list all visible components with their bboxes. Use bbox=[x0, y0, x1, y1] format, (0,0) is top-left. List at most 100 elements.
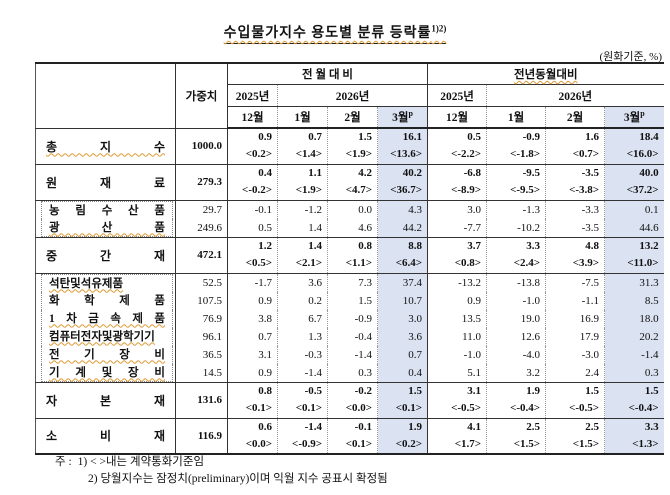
bracket-value: <0.7> bbox=[572, 148, 600, 161]
value-cell: -13.2 bbox=[427, 272, 487, 292]
value-cell: 3.2 bbox=[486, 363, 546, 382]
value-cell: 2.5 <1.5> bbox=[545, 417, 605, 454]
value-cell: 1.5 bbox=[327, 291, 378, 310]
value: 1.5 bbox=[408, 385, 423, 397]
value-cell: 37.4 bbox=[376, 272, 428, 292]
value-cell: 0.7 bbox=[376, 345, 428, 364]
value: 0.4 bbox=[258, 167, 272, 179]
subrow-label: 광 산 품 bbox=[41, 218, 173, 237]
subrow-label: 기 계 및 장 비 bbox=[41, 363, 173, 382]
row-label: 소 비 재 bbox=[35, 417, 176, 454]
subrow-label-cell: 컴퓨터전자및광학기기 bbox=[36, 327, 176, 346]
subrow-label: 석탄및석유제품 bbox=[41, 273, 173, 292]
value-cell: -13.8 bbox=[486, 272, 546, 292]
value: 1.5 bbox=[585, 385, 600, 397]
value-cell: 3.3 <1.3> bbox=[604, 417, 664, 454]
value: 1.6 bbox=[585, 131, 600, 144]
value-cell: 0.9 bbox=[227, 363, 278, 382]
year-curr-header: 2026년 bbox=[486, 84, 664, 107]
value: 0.9 bbox=[258, 131, 272, 144]
bracket-value: <2.4> bbox=[513, 257, 541, 269]
value-cell: 8.8 <6.4> bbox=[376, 236, 428, 273]
value-cell: 3.6 bbox=[277, 272, 328, 292]
value-cell: 16.1 <13.6> bbox=[376, 127, 428, 164]
value-cell: 11.0 bbox=[427, 327, 487, 346]
value-cell: -3.3 bbox=[545, 199, 605, 219]
weight-value: 279.3 bbox=[175, 163, 228, 200]
group-header-label: 전 월 대 비 bbox=[302, 69, 353, 81]
value-cell: 8.5 bbox=[604, 291, 664, 310]
bracket-value: <-0.2> bbox=[242, 184, 272, 196]
value-cell: 0.5 <-2.2> bbox=[427, 127, 487, 164]
weight-value: 472.1 bbox=[175, 236, 228, 273]
value-cell: 3.7 <0.8> bbox=[427, 236, 487, 273]
value-cell: -0.4 bbox=[327, 327, 378, 346]
month-header: 12월 bbox=[427, 106, 487, 129]
value: 8.8 bbox=[408, 240, 423, 252]
bracket-value: <-8.9> bbox=[451, 184, 482, 196]
value-cell: -4.0 bbox=[486, 345, 546, 364]
weight-value: 36.5 bbox=[175, 345, 228, 364]
value-cell: 1.6 <0.7> bbox=[545, 127, 605, 164]
subrow-label: 컴퓨터전자및광학기기 bbox=[41, 327, 173, 346]
value: -0.2 bbox=[354, 385, 372, 397]
value-cell: 4.8 <3.9> bbox=[545, 236, 605, 273]
value-cell: 6.7 bbox=[277, 309, 328, 328]
subrow-label-cell: 농 림 수 산 품 bbox=[35, 199, 176, 219]
value-cell: -3.5 bbox=[545, 218, 605, 237]
value: 40.0 bbox=[639, 167, 659, 179]
value-cell: 1.4 <2.1> bbox=[277, 236, 328, 273]
value-cell: 1.4 bbox=[277, 218, 328, 237]
value-cell: 0.3 bbox=[604, 363, 664, 382]
page-title: 수입물가지수 용도별 분류 등락률1)2) bbox=[223, 22, 447, 44]
price-table: 가중치 전 월 대 비 전년동월대비 2025년 2026년 2025년 2026년 12월 1… bbox=[35, 62, 664, 455]
bracket-value: <3.9> bbox=[572, 257, 600, 269]
value: -0.1 bbox=[354, 420, 372, 433]
value: 2.5 bbox=[526, 420, 541, 433]
weight-value: 249.6 bbox=[175, 218, 228, 237]
month-header: 2월 bbox=[545, 106, 605, 129]
bracket-value: <1.9> bbox=[345, 148, 372, 161]
value-cell: 40.2 <36.7> bbox=[376, 163, 428, 200]
value-cell: -1.0 bbox=[486, 291, 546, 310]
month-header: 2월 bbox=[327, 106, 378, 129]
bracket-value: <11.0> bbox=[627, 257, 659, 269]
table-subrow: 기 계 및 장 비 14.5 0.9 -1.4 0.3 0.4 5.1 3.2 2.4 0.3 bbox=[36, 363, 664, 382]
value-cell: 0.9 bbox=[227, 291, 278, 310]
value-cell: -6.8 <-8.9> bbox=[427, 163, 487, 200]
bracket-value: <1.9> bbox=[295, 184, 322, 196]
value-cell: 1.5 <1.9> bbox=[327, 127, 378, 164]
row-label: 자 본 재 bbox=[35, 381, 176, 418]
value: 3.1 bbox=[467, 385, 482, 397]
value-cell: 1.1 <1.9> bbox=[277, 163, 328, 200]
value-cell: 7.3 bbox=[327, 272, 378, 292]
value: 4.1 bbox=[467, 420, 482, 433]
year-prev-header: 2025년 bbox=[427, 84, 487, 107]
bracket-value: <-0.4> bbox=[510, 402, 541, 414]
bracket-value: <0.5> bbox=[245, 257, 272, 269]
value-cell: 44.2 bbox=[376, 218, 428, 237]
value-cell: 3.1 bbox=[227, 345, 278, 364]
row-label: 총 지 수 bbox=[35, 127, 176, 164]
weight-value: 131.6 bbox=[175, 381, 228, 418]
header-row-months: 12월 1월 2월 3월p 12월 1월 2월 3월p bbox=[36, 106, 664, 129]
bracket-value: <-3.8> bbox=[569, 184, 600, 196]
unit-note: (원화기준, %) bbox=[599, 51, 662, 63]
value-cell: 0.7 <1.4> bbox=[277, 127, 328, 164]
bracket-value: <0.8> bbox=[454, 257, 482, 269]
bracket-value: <-0.4> bbox=[628, 402, 659, 414]
bracket-value: <-0.5> bbox=[569, 402, 600, 414]
value: 18.4 bbox=[639, 131, 659, 144]
value-cell: 1.5 <-0.4> bbox=[604, 381, 664, 418]
weight-value: 107.5 bbox=[175, 291, 228, 310]
subrow-label: 화 학 제 품 bbox=[41, 291, 173, 310]
value: 4.2 bbox=[358, 167, 372, 179]
value-cell: 3.0 bbox=[427, 199, 487, 219]
value-cell: -0.3 bbox=[277, 345, 328, 364]
bracket-value: <0.2> bbox=[395, 437, 423, 450]
value-cell: 0.8 <1.1> bbox=[327, 236, 378, 273]
bracket-value: <0.0> bbox=[345, 402, 372, 414]
bracket-value: <4.7> bbox=[345, 184, 372, 196]
bracket-value: <1.5> bbox=[572, 437, 600, 450]
value: 1.1 bbox=[308, 167, 322, 179]
